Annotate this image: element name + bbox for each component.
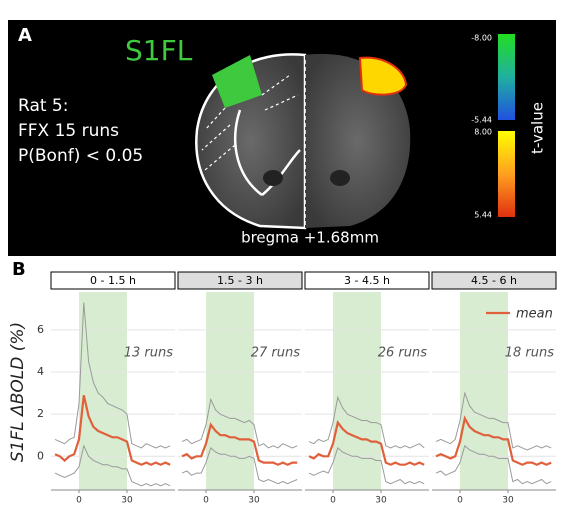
caption: bregma +1.68mm	[241, 229, 379, 247]
y-axis-label: S1FL ΔBOLD (%)	[8, 322, 28, 462]
colorbar-hot	[498, 131, 515, 217]
colorbar-cool	[498, 34, 515, 120]
facet-title: 4.5 - 6 h	[471, 274, 517, 287]
stimulus-window	[460, 292, 508, 490]
x-tick-label: 30	[121, 496, 133, 506]
colorbar-label: t-value	[529, 102, 547, 154]
run-count: 26 runs	[378, 346, 427, 361]
facet-title: 0 - 1.5 h	[90, 274, 136, 287]
y-tick-label: 2	[37, 407, 44, 420]
x-tick-label: 30	[248, 496, 260, 506]
x-tick-label: 0	[457, 496, 463, 506]
x-tick-label: 0	[330, 496, 336, 506]
info-line: P(Bonf) < 0.05	[18, 146, 143, 166]
x-tick-label: 0	[76, 496, 82, 506]
y-tick-label: 0	[37, 449, 44, 462]
facet-title: 3 - 4.5 h	[344, 274, 390, 287]
brain-image	[196, 54, 410, 228]
y-tick-label: 4	[37, 365, 44, 378]
panel-label: B	[12, 259, 26, 280]
facet-title: 1.5 - 3 h	[217, 274, 263, 287]
colorbar-tick: -8.00	[471, 34, 492, 43]
stimulus-window	[206, 292, 254, 490]
colorbar-tick: 5.44	[474, 211, 492, 220]
stimulus-window	[333, 292, 381, 490]
figure: A S1FL Rat 5: FFX 15 runs P(Bonf) < 0.05…	[0, 0, 563, 509]
run-count: 27 runs	[251, 346, 300, 361]
x-tick-label: 30	[375, 496, 387, 506]
region-label: S1FL	[125, 34, 193, 67]
colorbar-tick: 8.00	[474, 128, 492, 137]
panel-label: A	[18, 25, 32, 46]
run-count: 13 runs	[124, 346, 173, 361]
colorbar-tick: -5.44	[471, 116, 492, 125]
stimulus-window	[79, 292, 127, 490]
legend-label: mean	[516, 307, 553, 322]
info-line: Rat 5:	[18, 96, 68, 116]
run-count: 18 runs	[505, 346, 554, 361]
x-tick-label: 30	[502, 496, 514, 506]
info-line: FFX 15 runs	[18, 121, 119, 141]
x-tick-label: 0	[203, 496, 209, 506]
y-tick-label: 6	[37, 323, 44, 336]
